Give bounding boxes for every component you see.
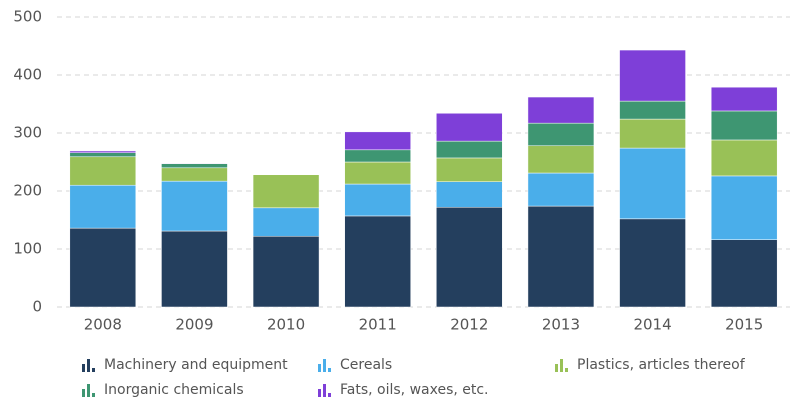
x-tick-label: 2012 (450, 316, 488, 334)
bar-segment (619, 147, 686, 220)
bar-segment (252, 207, 320, 237)
bar-segment (527, 205, 595, 308)
legend-icon (318, 389, 321, 397)
bar-segment (710, 175, 778, 240)
legend-label: Fats, oils, waxes, etc. (340, 382, 489, 398)
bar-segment (69, 184, 137, 229)
bar-segment (161, 162, 228, 164)
bar-segment (252, 235, 320, 308)
legend-icon (87, 384, 90, 397)
x-tick-label: 2010 (267, 316, 305, 334)
x-tick-label: 2013 (542, 316, 580, 334)
legend-label: Machinery and equipment (104, 357, 288, 373)
bar-segment (436, 140, 503, 159)
bar-segment (710, 239, 778, 308)
bar-segment (710, 110, 778, 141)
bar-segment (619, 100, 686, 120)
bar-segment (161, 180, 228, 232)
legend-icon (82, 364, 85, 372)
y-tick-label: 500 (13, 8, 42, 26)
legend-icon (87, 359, 90, 372)
bar-segment (710, 86, 778, 112)
bar-segment (710, 139, 778, 177)
legend-icon (92, 368, 95, 372)
bar-segment (69, 150, 137, 153)
y-tick-label: 0 (32, 298, 42, 316)
bar-segment (619, 118, 686, 149)
y-tick-label: 100 (13, 240, 42, 258)
bar-segment (436, 181, 503, 208)
bar-segment (619, 49, 686, 102)
bar-segment (527, 122, 595, 147)
x-tick-label: 2009 (175, 316, 213, 334)
legend-icon (328, 368, 331, 372)
bar-segment (527, 172, 595, 207)
legend-label: Plastics, articles thereof (577, 357, 746, 373)
bar-segment (161, 230, 228, 308)
bar-segment (344, 161, 411, 185)
bar-segment (527, 96, 595, 124)
bar-segment (69, 156, 137, 186)
y-tick-label: 400 (13, 66, 42, 84)
legend-icon (82, 389, 85, 397)
legend-icon (560, 359, 563, 372)
legend-icon (555, 364, 558, 372)
legend-icon (323, 359, 326, 372)
bar-segment (436, 157, 503, 182)
bar-segment (161, 167, 228, 182)
legend-icon (565, 368, 568, 372)
bar-segment (436, 206, 503, 308)
legend-label: Cereals (340, 357, 392, 373)
bar-segment (69, 227, 137, 308)
x-tick-label: 2014 (633, 316, 671, 334)
bar-segment (344, 149, 411, 163)
x-tick-label: 2015 (725, 316, 763, 334)
bar-segment (619, 218, 686, 308)
y-tick-label: 300 (13, 124, 42, 142)
bar-segment (436, 113, 503, 142)
bar-segment (527, 145, 595, 174)
y-tick-label: 200 (13, 182, 42, 200)
x-tick-label: 2008 (84, 316, 122, 334)
legend-icon (92, 393, 95, 397)
bar-segment (344, 183, 411, 217)
legend-icon (318, 364, 321, 372)
legend-label: Inorganic chemicals (104, 382, 244, 398)
bar-segment (69, 152, 137, 158)
legend-icon (328, 393, 331, 397)
bar-segment (344, 131, 411, 151)
bar-segment (252, 174, 320, 209)
x-tick-label: 2011 (359, 316, 397, 334)
legend-icon (323, 384, 326, 397)
bar-segment (344, 215, 411, 308)
bar-segment (161, 163, 228, 169)
